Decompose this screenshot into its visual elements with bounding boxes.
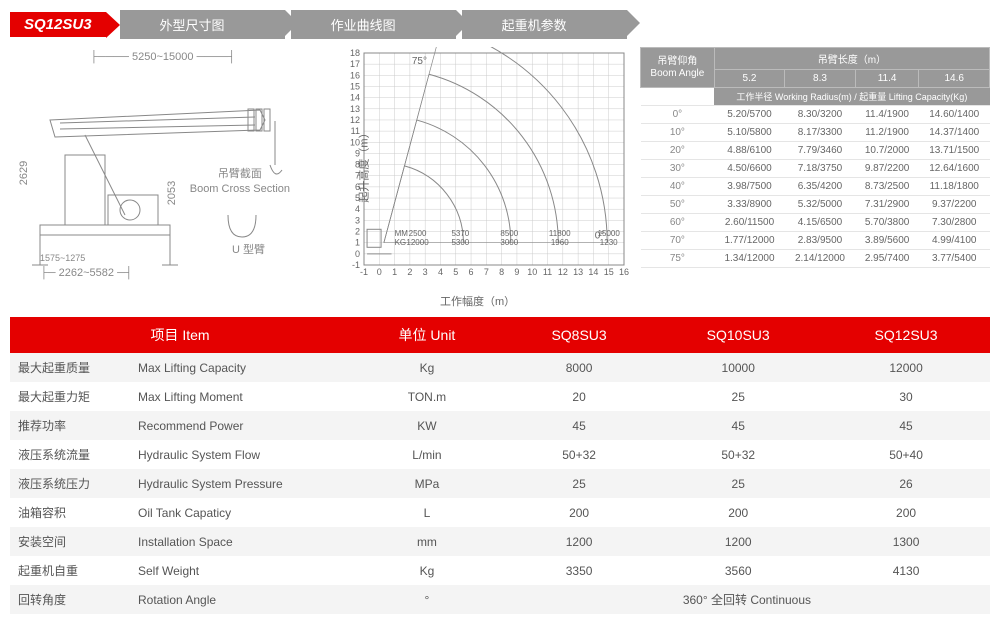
outline-figure: ├──── 5250~15000 ────┤ [10,47,320,307]
svg-text:9: 9 [514,267,519,277]
svg-text:17: 17 [350,59,360,69]
svg-text:4: 4 [355,204,360,214]
curve-svg: -1012345678910111213141516-1012345678910… [330,47,630,305]
spec-table: 项目 Item单位 UnitSQ8SU3SQ10SU3SQ12SU3最大起重质量… [10,317,990,614]
svg-text:0: 0 [355,249,360,259]
svg-text:6: 6 [469,267,474,277]
header-tabs: SQ12SU3 外型尺寸图 作业曲线图 起重机参数 [10,10,990,39]
x-axis-label: 工作幅度（m） [440,293,515,309]
svg-text:8500: 8500 [500,229,518,238]
svg-text:75°: 75° [412,56,427,67]
svg-text:11800: 11800 [549,229,571,238]
param-table: 吊臂仰角Boom Angle吊臂长度（m）5.28.311.414.6工作半径 … [640,47,990,307]
svg-text:3: 3 [355,215,360,225]
svg-text:15: 15 [350,81,360,91]
svg-text:-1: -1 [360,267,368,277]
dim-bottom: ├─ 2262~5582 ─┤ [40,267,133,279]
svg-text:7: 7 [484,267,489,277]
model-badge: SQ12SU3 [10,12,106,37]
svg-text:15: 15 [604,267,614,277]
svg-text:3000: 3000 [500,238,518,247]
svg-text:13: 13 [573,267,583,277]
svg-text:5300: 5300 [451,238,469,247]
boom-section-label: 吊臂截面 Boom Cross Section [190,167,290,198]
svg-text:2: 2 [355,227,360,237]
working-curve-chart: -1012345678910111213141516-1012345678910… [330,47,630,307]
svg-text:16: 16 [619,267,629,277]
svg-text:12: 12 [558,267,568,277]
svg-text:15000: 15000 [598,229,621,238]
svg-text:13: 13 [350,104,360,114]
svg-text:16: 16 [350,70,360,80]
svg-text:11: 11 [543,267,552,277]
tab-curve: 作业曲线图 [291,10,456,39]
top-section: ├──── 5250~15000 ────┤ [10,47,990,307]
svg-text:14: 14 [350,93,360,103]
dim-bottom-inner: 1575~1275 [40,253,85,263]
svg-text:0: 0 [377,267,382,277]
svg-text:8: 8 [499,267,504,277]
u-arm-label: U 型臂 [232,241,265,257]
tab-outline: 外型尺寸图 [120,10,285,39]
svg-text:KG: KG [395,238,407,247]
svg-text:5370: 5370 [451,229,469,238]
svg-text:10: 10 [527,267,537,277]
svg-text:12000: 12000 [406,238,429,247]
svg-text:1960: 1960 [551,238,569,247]
svg-text:1: 1 [355,238,360,248]
svg-text:-1: -1 [352,260,360,270]
svg-text:1230: 1230 [600,238,618,247]
dim-height-overall: 2629 [18,161,30,185]
svg-text:MM: MM [395,229,409,238]
svg-text:12: 12 [350,115,360,125]
svg-text:18: 18 [350,48,360,58]
dim-height-inner: 2053 [166,181,178,205]
svg-text:2500: 2500 [409,229,427,238]
svg-text:2: 2 [407,267,412,277]
svg-text:14: 14 [588,267,598,277]
svg-text:1: 1 [392,267,397,277]
svg-text:3: 3 [423,267,428,277]
svg-text:5: 5 [453,267,458,277]
tab-params: 起重机参数 [462,10,627,39]
arrow-icon [106,12,120,38]
svg-text:4: 4 [438,267,443,277]
dim-top: ├──── 5250~15000 ────┤ [90,51,236,63]
y-axis-label: 起升高度（m） [356,127,372,202]
